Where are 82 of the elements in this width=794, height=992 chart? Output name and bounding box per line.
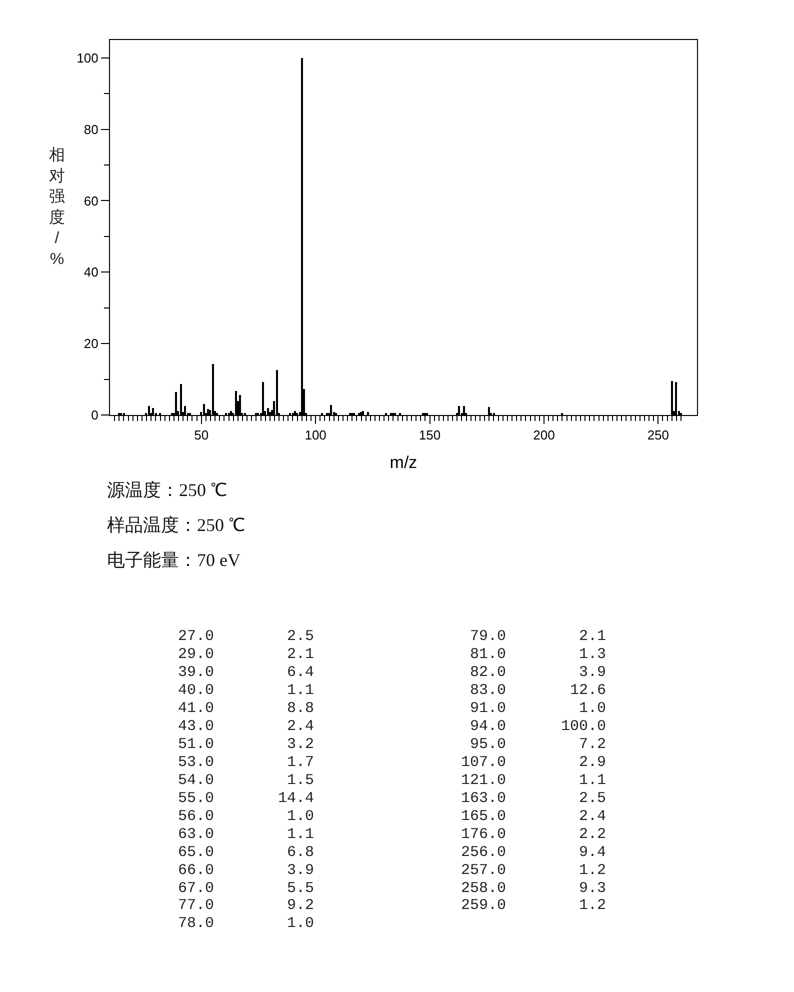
text: 样品温度：250 ℃ <box>107 515 246 535</box>
text: 8.8 <box>287 700 314 717</box>
x-tick-label: 50 <box>194 428 209 443</box>
text: 27.0 <box>178 628 214 645</box>
text: 100.0 <box>561 718 606 735</box>
text: 81.0 <box>470 646 506 663</box>
text: 121.0 <box>461 772 506 789</box>
text: 1.0 <box>579 700 606 717</box>
text: 3.2 <box>287 736 314 753</box>
text: 163.0 <box>461 790 506 807</box>
text: 53.0 <box>178 754 214 771</box>
text: 258.0 <box>461 880 506 897</box>
text: 165.0 <box>461 808 506 825</box>
x-axis-title: m/z <box>390 453 418 472</box>
x-tick-label: 100 <box>304 428 326 443</box>
text: 源温度：250 ℃ <box>107 480 228 500</box>
text: 257.0 <box>461 862 506 879</box>
text: 1.0 <box>287 808 314 825</box>
text: 1.1 <box>287 682 314 699</box>
y-tick-label: 40 <box>84 264 98 280</box>
text: 1.3 <box>579 646 606 663</box>
text: 5.5 <box>287 880 314 897</box>
text: 6.4 <box>287 664 314 681</box>
text: 259.0 <box>461 897 506 914</box>
text: 1.1 <box>287 826 314 843</box>
text: 9.4 <box>579 844 606 861</box>
text: 79.0 <box>470 628 506 645</box>
text: 55.0 <box>178 790 214 807</box>
text: 12.6 <box>570 682 606 699</box>
y-tick-label: 100 <box>76 50 98 66</box>
text: 41.0 <box>178 700 214 717</box>
text: 14.4 <box>278 790 314 807</box>
text: 2.2 <box>579 826 606 843</box>
text: 67.0 <box>178 880 214 897</box>
text: 63.0 <box>178 826 214 843</box>
text: 39.0 <box>178 664 214 681</box>
text: 2.1 <box>287 646 314 663</box>
text: 66.0 <box>178 862 214 879</box>
text: 1.0 <box>287 915 314 932</box>
text: 3.9 <box>287 862 314 879</box>
text: 1.2 <box>579 897 606 914</box>
text: 9.3 <box>579 880 606 897</box>
text: 7.2 <box>579 736 606 753</box>
text: 83.0 <box>470 682 506 699</box>
x-tick-label: 200 <box>533 428 555 443</box>
text: 2.4 <box>287 718 314 735</box>
text: 82.0 <box>470 664 506 681</box>
text: 77.0 <box>178 897 214 914</box>
text: 9.2 <box>287 897 314 914</box>
text: 94.0 <box>470 718 506 735</box>
text: 2.1 <box>579 628 606 645</box>
text: 3.9 <box>579 664 606 681</box>
text: 256.0 <box>461 844 506 861</box>
text: 43.0 <box>178 718 214 735</box>
text: 2.5 <box>579 790 606 807</box>
x-tick-label: 150 <box>418 428 441 443</box>
text: 95.0 <box>470 736 506 753</box>
text: 54.0 <box>178 772 214 789</box>
text: 40.0 <box>178 682 214 699</box>
text: 电子能量：70 eV <box>107 550 240 570</box>
text: 6.8 <box>287 844 314 861</box>
text: 2.9 <box>579 754 606 771</box>
text: 176.0 <box>461 826 506 843</box>
text: 2.4 <box>579 808 606 825</box>
text: 51.0 <box>178 736 214 753</box>
text: 91.0 <box>470 700 506 717</box>
y-axis-title: 相对强度/% <box>49 146 65 268</box>
text: 29.0 <box>178 646 214 663</box>
y-tick-label: 0 <box>91 408 98 423</box>
y-tick-label: 20 <box>84 336 98 352</box>
y-tick-label: 80 <box>84 122 98 137</box>
text: 1.1 <box>579 772 606 789</box>
x-tick-label: 250 <box>647 428 670 443</box>
text: 107.0 <box>461 754 506 771</box>
text: 1.5 <box>287 772 314 789</box>
text: 78.0 <box>178 915 214 932</box>
text: 1.2 <box>579 862 606 879</box>
y-tick-label: 60 <box>84 193 98 208</box>
text: 56.0 <box>178 808 214 825</box>
text: 2.5 <box>287 628 314 645</box>
text: 65.0 <box>178 844 214 861</box>
text: 1.7 <box>287 754 314 771</box>
